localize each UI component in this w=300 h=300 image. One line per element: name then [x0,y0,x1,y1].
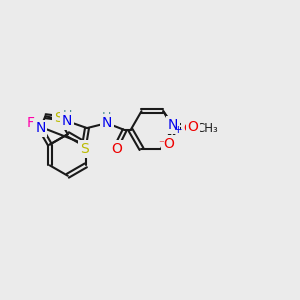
Text: N: N [102,116,112,130]
Text: S: S [54,111,63,125]
Text: H: H [102,111,112,124]
Text: S: S [80,142,88,156]
Text: O: O [111,142,122,156]
Text: H: H [62,109,72,122]
Text: F: F [27,116,35,130]
Text: ⁻: ⁻ [158,139,164,149]
Text: N: N [35,121,46,135]
Text: O: O [188,120,198,134]
Text: N: N [62,114,72,128]
Text: N: N [168,118,178,132]
Text: +: + [174,125,182,135]
Text: O: O [163,137,174,151]
Text: O: O [183,122,193,135]
Text: CH₃: CH₃ [196,122,218,135]
